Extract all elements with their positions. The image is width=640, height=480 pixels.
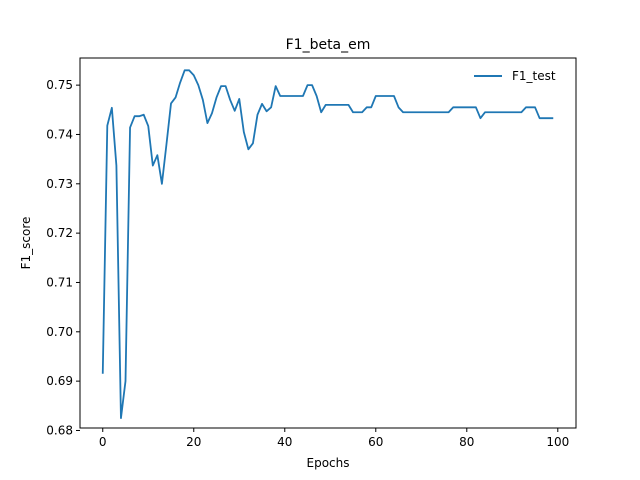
x-tick-label: 100 [546, 435, 569, 449]
x-tick-label: 60 [368, 435, 383, 449]
y-axis-ticks: 0.68 0.69 0.70 0.71 0.72 0.73 0.74 0.75 [46, 78, 80, 437]
y-tick-label: 0.73 [46, 177, 73, 191]
y-tick-label: 0.74 [46, 127, 73, 141]
legend: F1_test [474, 69, 556, 83]
x-tick-label: 20 [186, 435, 201, 449]
plot-frame [79, 57, 577, 429]
x-axis-ticks: 0 20 40 60 80 100 [99, 428, 569, 449]
y-tick-label: 0.75 [46, 78, 73, 92]
y-tick-label: 0.71 [46, 275, 73, 289]
x-axis-label: Epochs [307, 456, 350, 470]
x-tick-label: 0 [99, 435, 107, 449]
x-tick-label: 40 [277, 435, 292, 449]
y-tick-label: 0.72 [46, 226, 73, 240]
y-tick-label: 0.70 [46, 325, 73, 339]
y-tick-label: 0.68 [46, 423, 73, 437]
x-tick-label: 80 [459, 435, 474, 449]
legend-label-f1-test: F1_test [512, 69, 556, 83]
chart-title: F1_beta_em [286, 37, 371, 53]
y-tick-label: 0.69 [46, 374, 73, 388]
series-line-f1-test [101, 69, 554, 420]
y-axis-label: F1_score [19, 217, 33, 270]
series-layer [101, 69, 554, 420]
